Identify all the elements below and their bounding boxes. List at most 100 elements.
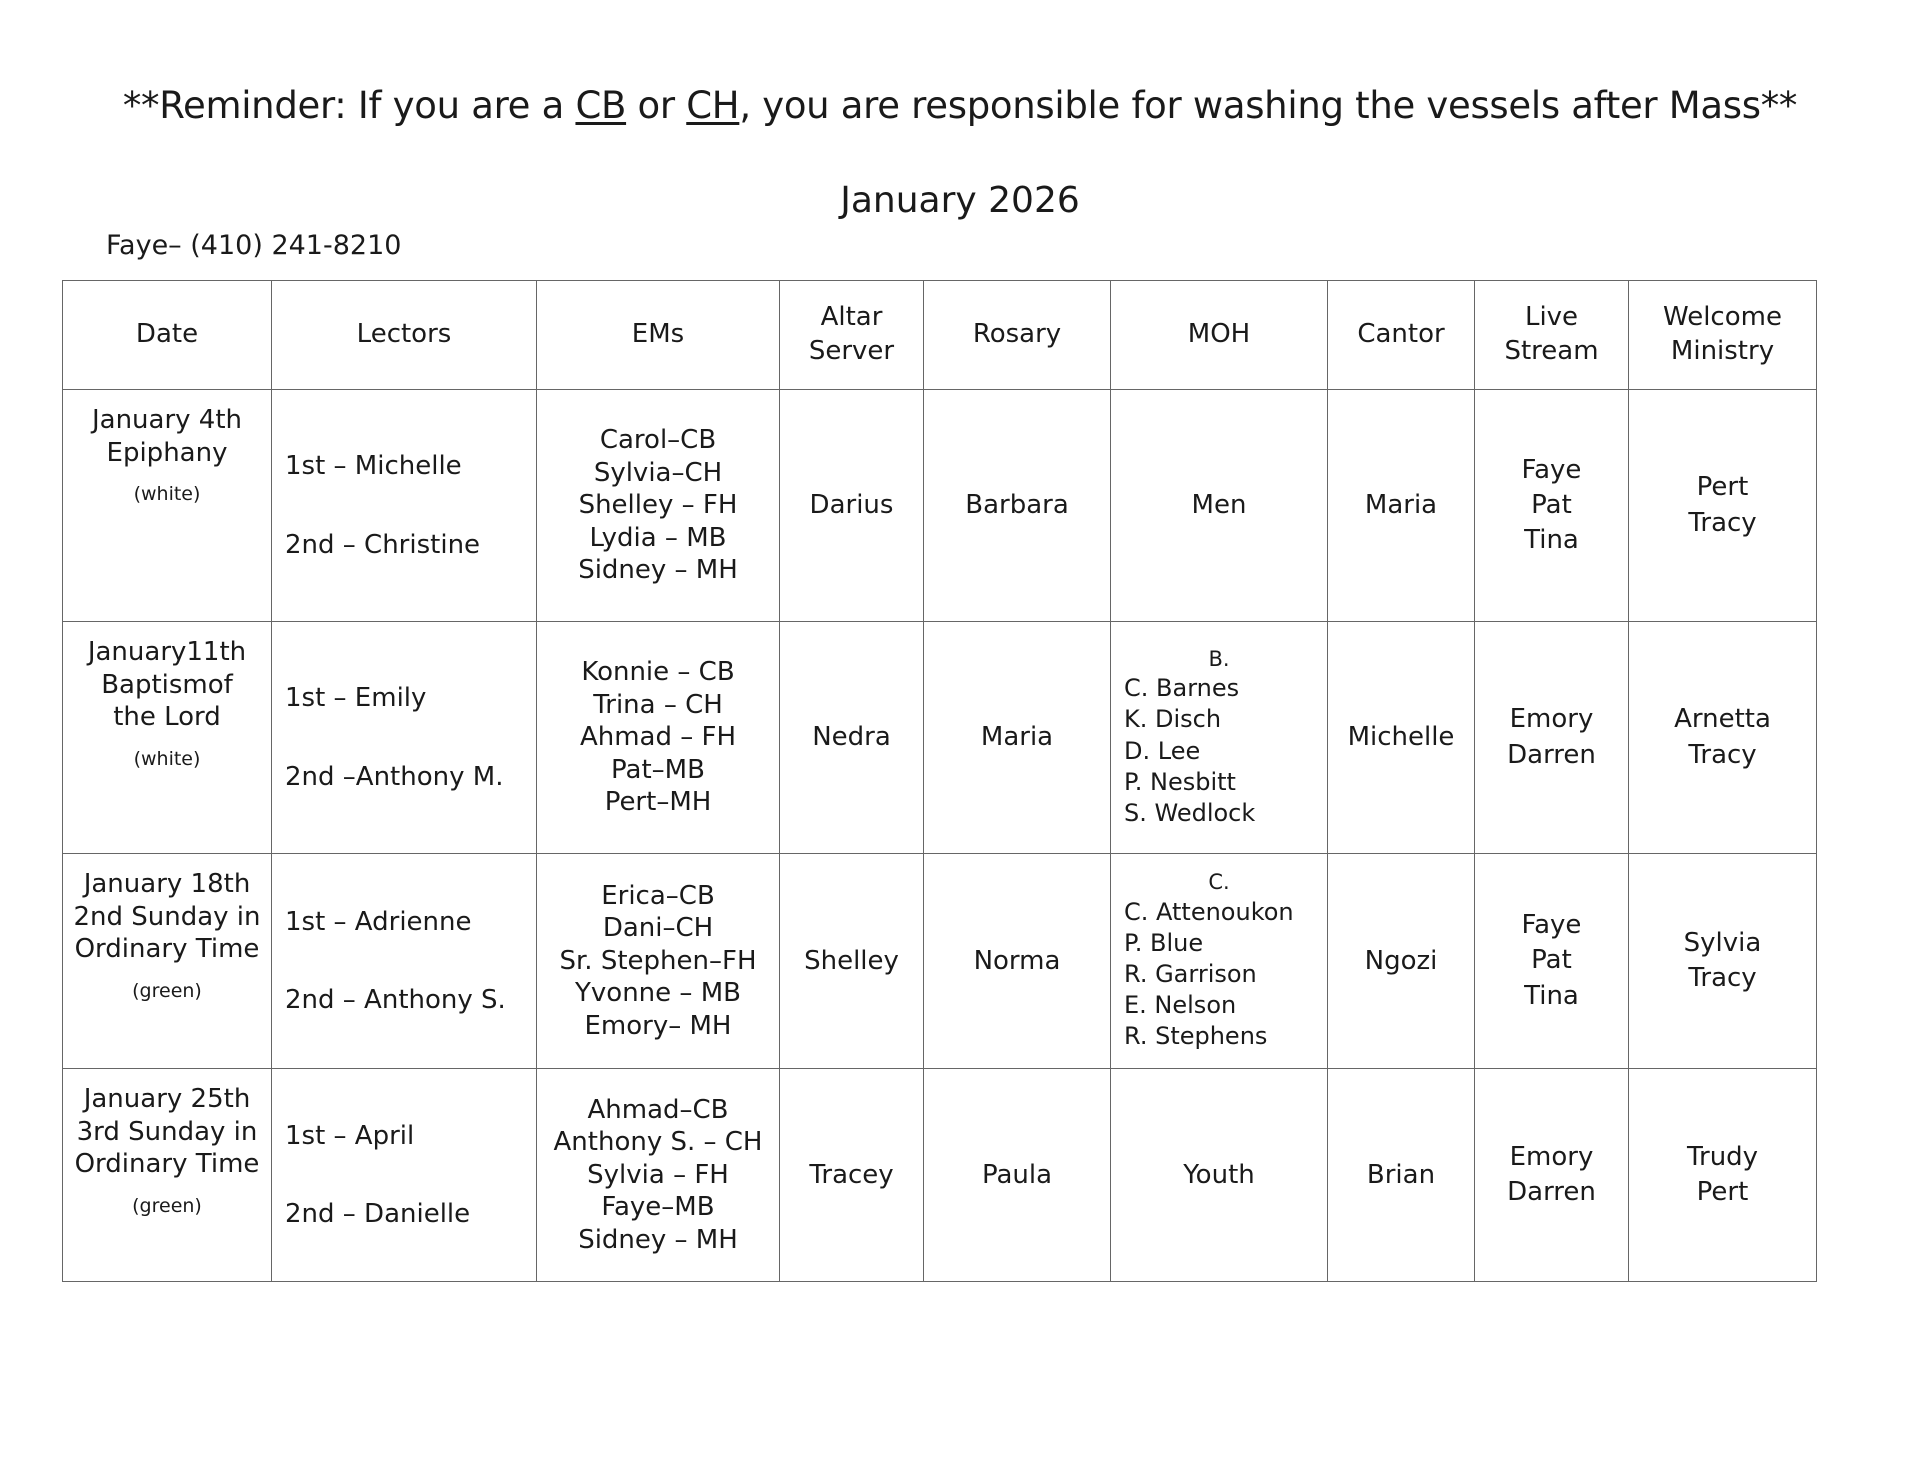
lectors-cell: 1st – Adrienne 2nd – Anthony S.	[271, 853, 537, 1069]
contact-info: Faye– (410) 241-8210	[106, 230, 402, 261]
cell-line: Sr. Stephen–FH	[559, 945, 757, 976]
lector: 1st – Adrienne	[285, 906, 472, 937]
moh-group: B.	[1208, 646, 1230, 671]
lectors-cell: 1st – Michelle 2nd – Christine	[271, 389, 537, 622]
cell-line: R. Garrison	[1124, 960, 1257, 989]
cell-line: Anthony S. – CH	[553, 1127, 763, 1158]
cell-line: Darren	[1507, 739, 1596, 770]
date-cell: January 4th Epiphany (white)	[62, 389, 272, 622]
cell-line: Pert	[1696, 472, 1749, 503]
welcome-ministry-cell: Pert Tracy	[1628, 389, 1817, 622]
cell-line: D. Lee	[1124, 736, 1201, 765]
cell-line: Pert	[1696, 1177, 1749, 1207]
cell-line: Ahmad – FH	[579, 722, 737, 753]
column-header: Date	[62, 280, 272, 390]
moh-group: C.	[1208, 870, 1230, 895]
welcome-ministry-cell: Trudy Pert	[1628, 1068, 1817, 1282]
lectors-cell: 1st – April 2nd – Danielle	[271, 1068, 537, 1282]
cell-line: Sylvia	[1683, 927, 1762, 958]
cantor-cell: Brian	[1327, 1068, 1475, 1282]
cell-line: C. Attenoukon	[1124, 897, 1294, 926]
table-row: January 4th Epiphany (white) 1st – Michelle…	[62, 389, 1817, 622]
rosary-cell: Barbara	[923, 389, 1111, 622]
cell-line: C. Barnes	[1124, 674, 1240, 703]
cell-line: Pat	[1531, 945, 1572, 976]
cell-line: Emory– MH	[584, 1010, 732, 1041]
cell-line: Epiphany	[106, 437, 228, 468]
reminder-banner: **Reminder: If you are a CB or CH, you a…	[0, 84, 1920, 127]
column-header: Lectors	[271, 280, 537, 390]
cell-line: Emory	[1509, 704, 1594, 735]
header-row: Date Lectors EMs Altar Server Rosary MOH Canto…	[62, 280, 1817, 390]
cell-line: 3rd Sunday in	[76, 1116, 258, 1147]
column-header: MOH	[1110, 280, 1328, 390]
lector: 2nd –Anthony M.	[285, 761, 504, 792]
cell-line: Pert–MH	[604, 787, 712, 818]
cell-line: January 18th	[83, 869, 251, 899]
liturgical-color: (green)	[132, 1194, 202, 1217]
cell-line: Darren	[1507, 1177, 1596, 1207]
lector: 2nd – Danielle	[285, 1199, 471, 1229]
reminder-text: or	[626, 84, 687, 127]
rosary-cell: Paula	[923, 1068, 1111, 1282]
welcome-ministry-cell: Arnetta Tracy	[1628, 621, 1817, 854]
cell-line: Youth	[1183, 1159, 1255, 1190]
cell-line: Tracy	[1688, 739, 1757, 770]
moh-cell: Youth	[1110, 1068, 1328, 1282]
cell-line: Sidney – MH	[578, 555, 738, 586]
cell-line: Ahmad–CB	[587, 1094, 729, 1125]
live-stream-cell: Emory Darren	[1474, 1068, 1629, 1282]
altar-server-cell: Nedra	[779, 621, 924, 854]
cell-line: Trudy	[1686, 1141, 1759, 1172]
lector: 2nd – Anthony S.	[285, 985, 506, 1015]
column-header: EMs	[536, 280, 780, 390]
date-cell: January 18th 2nd Sunday in Ordinary Time (g…	[62, 853, 272, 1069]
date-cell: January11th Baptismof the Lord (white)	[62, 621, 272, 854]
cell-line: January 4th	[91, 405, 243, 435]
table-row: January 25th 3rd Sunday in Ordinary Time (g…	[62, 1068, 1817, 1282]
column-header: Welcome Ministry	[1628, 280, 1817, 390]
cantor-cell: Ngozi	[1327, 853, 1475, 1069]
lector: 1st – Michelle	[285, 451, 462, 481]
rosary-cell: Norma	[923, 853, 1111, 1069]
lector: 1st – Emily	[285, 683, 427, 713]
cell-line: Emory	[1509, 1141, 1594, 1172]
cell-line: Tina	[1524, 980, 1579, 1011]
cell-line: Carol–CB	[599, 425, 717, 456]
lector: 1st – April	[285, 1120, 415, 1151]
live-stream-cell: Emory Darren	[1474, 621, 1629, 854]
cell-line: Men	[1191, 490, 1247, 521]
altar-server-cell: Shelley	[779, 853, 924, 1069]
column-header: Cantor	[1327, 280, 1475, 390]
cell-line: R. Stephens	[1124, 1022, 1268, 1051]
cell-line: Konnie – CB	[581, 657, 735, 688]
cell-line: Yvonne – MB	[575, 978, 741, 1009]
cell-line: P. Blue	[1124, 928, 1204, 957]
liturgical-color: (green)	[132, 979, 202, 1002]
ems-cell: Carol–CB Sylvia–CH Shelley – FH Lydia – MB S…	[536, 389, 780, 622]
lectors-cell: 1st – Emily 2nd –Anthony M.	[271, 621, 537, 854]
cell-line: Ordinary Time	[74, 934, 260, 964]
ems-cell: Erica–CB Dani–CH Sr. Stephen–FH Yvonne – MB…	[536, 853, 780, 1069]
rosary-cell: Maria	[923, 621, 1111, 854]
cell-line: Arnetta	[1674, 704, 1771, 735]
moh-cell: Men	[1110, 389, 1328, 622]
cantor-cell: Michelle	[1327, 621, 1475, 854]
moh-cell: C. C. Attenoukon P. Blue R. Garrison E. Nels…	[1110, 853, 1328, 1069]
cell-line: January11th	[87, 637, 247, 667]
moh-cell: B. C. Barnes K. Disch D. Lee P. Nesbitt S. We…	[1110, 621, 1328, 854]
page-title: January 2026	[840, 180, 1080, 221]
cell-line: Lydia – MB	[589, 522, 727, 553]
ems-cell: Ahmad–CB Anthony S. – CH Sylvia – FH Faye–M…	[536, 1068, 780, 1282]
cell-line: Sidney – MH	[578, 1224, 738, 1255]
cell-line: 2nd Sunday in	[73, 901, 261, 932]
altar-server-cell: Darius	[779, 389, 924, 622]
cell-line: Baptismof	[101, 669, 233, 700]
reminder-ch: CH	[686, 84, 740, 127]
cell-line: P. Nesbitt	[1124, 767, 1236, 796]
cell-line: S. Wedlock	[1124, 798, 1256, 827]
cell-line: Tracy	[1688, 963, 1757, 993]
cell-line: Faye	[1521, 454, 1582, 485]
cell-line: E. Nelson	[1124, 991, 1237, 1020]
cell-line: Sylvia – FH	[587, 1159, 729, 1190]
